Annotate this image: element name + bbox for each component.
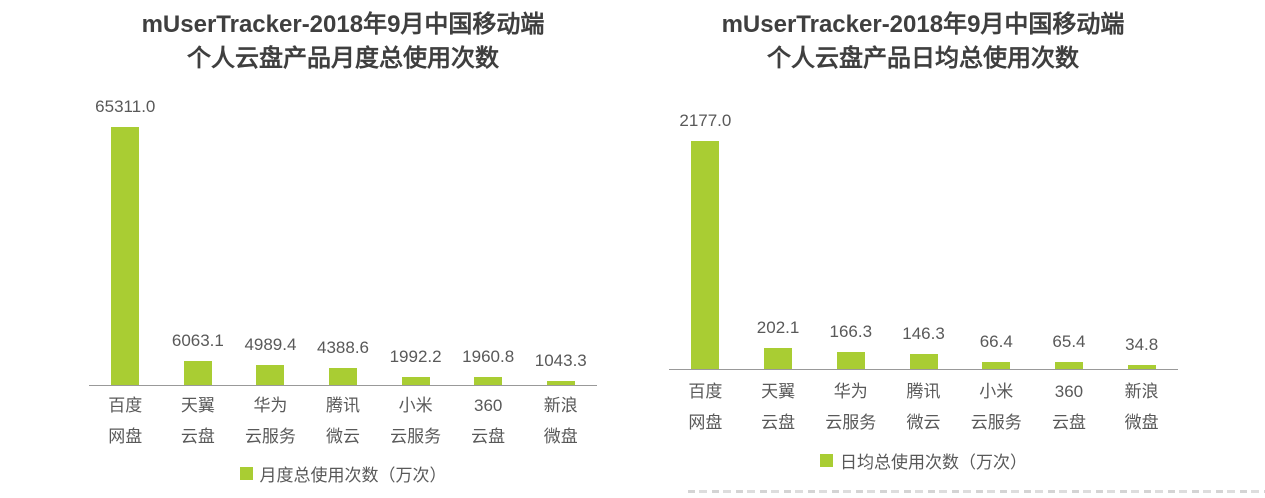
bar-group: 4989.4 — [234, 96, 307, 385]
bar-value-label: 65311.0 — [95, 97, 156, 116]
bar — [982, 362, 1011, 369]
bar — [546, 380, 575, 385]
bar — [401, 377, 430, 385]
bar-value-label: 34.8 — [1125, 335, 1159, 355]
bar-value-label: 66.4 — [979, 332, 1013, 352]
bar-group: 65.4 — [1033, 110, 1106, 369]
x-axis-label: 天翼 云盘 — [180, 396, 215, 446]
plot-area: 65311.0 6063.1 4989.4 4388.6 1992.2 1960.8 104… — [89, 96, 597, 386]
bar-value-label: 1043.3 — [534, 350, 587, 370]
x-axis-row: 百度 网盘 天翼 云盘 华为 云服务 腾讯 微云 小米 云服务 360 云盘 新浪 微盘 — [89, 390, 597, 452]
x-axis-label: 百度 网盘 — [108, 396, 143, 446]
x-axis-label: 百度 网盘 — [688, 382, 723, 432]
chart-title-line-1: mUserTracker-2018年9月中国移动端 — [721, 11, 1125, 38]
x-axis-label: 新浪 微盘 — [543, 396, 578, 446]
legend: 月度总使用次数（万次） — [89, 461, 597, 486]
bar-group: 146.3 — [887, 110, 960, 369]
bar-value-label: 1992.2 — [389, 347, 442, 367]
bar — [329, 367, 358, 385]
bar-group: 1992.2 — [379, 96, 452, 385]
bar-group: 1043.3 — [524, 96, 597, 385]
legend-label: 月度总使用次数（万次） — [259, 466, 447, 485]
legend-label: 日均总使用次数（万次） — [840, 453, 1027, 472]
x-axis-label: 360 云盘 — [471, 396, 506, 446]
x-axis-label: 华为 云服务 — [244, 396, 296, 446]
bar-group: 6063.1 — [162, 96, 235, 385]
monthly-usage-chart: mUserTracker-2018年9月中国移动端 个人云盘产品月度总使用次数 … — [43, 0, 643, 498]
chart-title-line-1: mUserTracker-2018年9月中国移动端 — [141, 11, 545, 38]
bar-value-label: 166.3 — [829, 321, 873, 341]
legend-square-icon — [239, 467, 253, 480]
bar — [836, 351, 865, 369]
bar — [1127, 365, 1156, 369]
bar-group: 4388.6 — [307, 96, 380, 385]
bar-value-label: 6063.1 — [171, 331, 224, 351]
x-axis-label: 新浪 微盘 — [1124, 382, 1159, 432]
chart-title: mUserTracker-2018年9月中国移动端 个人云盘产品月度总使用次数 — [43, 0, 643, 76]
bar — [909, 353, 938, 369]
legend: 日均总使用次数（万次） — [669, 448, 1178, 473]
bar-value-label: 65.4 — [1052, 332, 1086, 352]
x-axis-label: 小米 云服务 — [970, 382, 1022, 432]
bar — [764, 347, 793, 369]
bar-value-label: 4989.4 — [244, 335, 297, 355]
bar-value-label: 4388.6 — [317, 337, 370, 357]
bar-group: 1960.8 — [452, 96, 525, 385]
x-axis-label: 360 云盘 — [1051, 382, 1086, 432]
clipped-source-note — [688, 489, 1265, 498]
plot-area: 2177.0 202.1 166.3 146.3 66.4 65.4 34.8 — [669, 110, 1178, 370]
bar — [474, 377, 503, 385]
bar-group: 34.8 — [1105, 110, 1178, 369]
bar — [256, 365, 285, 385]
x-axis-label: 腾讯 微云 — [326, 396, 361, 446]
x-axis-label: 华为 云服务 — [825, 382, 877, 432]
bar — [1054, 362, 1083, 369]
bar-value-label: 202.1 — [756, 317, 800, 337]
bar-group: 65311.0 — [89, 96, 162, 385]
x-axis-label: 腾讯 微云 — [906, 382, 941, 432]
chart-title-line-2: 个人云盘产品月度总使用次数 — [187, 45, 499, 72]
x-axis-row: 百度 网盘 天翼 云盘 华为 云服务 腾讯 微云 小米 云服务 360 云盘 新浪 微盘 — [669, 376, 1178, 438]
bar-value-label: 2177.0 — [679, 111, 732, 130]
legend-square-icon — [820, 454, 833, 467]
chart-title: mUserTracker-2018年9月中国移动端 个人云盘产品日均总使用次数 — [623, 0, 1223, 76]
bar-value-label: 1960.8 — [462, 347, 515, 367]
x-axis-label: 天翼 云盘 — [761, 382, 796, 432]
bar-group: 66.4 — [960, 110, 1033, 369]
bar-group: 166.3 — [814, 110, 887, 369]
bar-group: 202.1 — [742, 110, 815, 369]
bar — [111, 127, 140, 385]
bar-group: 2177.0 — [669, 110, 742, 369]
bar — [183, 361, 212, 385]
bar-value-label: 146.3 — [902, 323, 945, 343]
x-axis-label: 小米 云服务 — [390, 396, 442, 446]
daily-usage-chart: mUserTracker-2018年9月中国移动端 个人云盘产品日均总使用次数 … — [623, 0, 1223, 498]
chart-title-line-2: 个人云盘产品日均总使用次数 — [767, 45, 1079, 72]
bar — [691, 141, 720, 369]
